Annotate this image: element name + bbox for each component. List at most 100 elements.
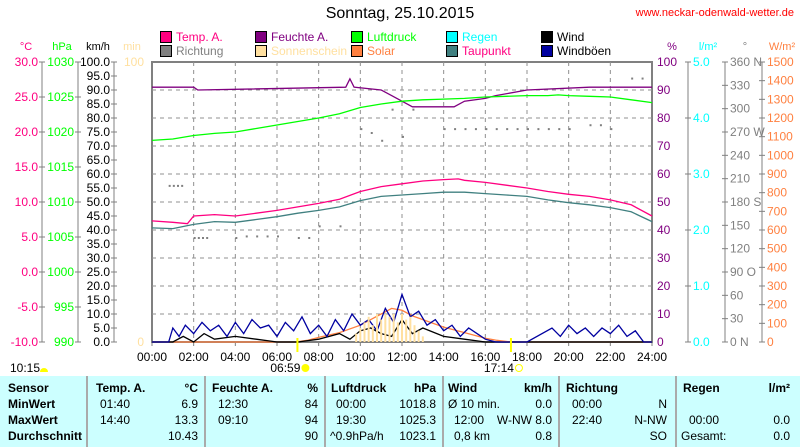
axis-tick-label: 0 [657,335,664,349]
hum-min: 84 [304,397,318,411]
legend-label: Richtung [176,44,224,58]
sunset-icon [514,364,523,372]
axis-tick-label: 80.0 [87,111,111,125]
direction-point [197,237,200,239]
axis-tick-label: 30.0 [87,251,111,265]
legend-swatch [255,45,267,57]
axis-tick-label: 30 [657,251,671,265]
axis-tick-label: 100 [657,55,677,69]
direction-point [641,77,644,80]
x-tick-label: 10:00 [345,350,375,364]
axis-tick-label: 20.0 [87,279,111,293]
series-luftdruck [151,94,653,142]
direction-point [172,184,175,187]
wind-head: Wind [448,381,478,395]
x-tick-label: 02:00 [179,350,209,364]
legend-swatch [541,31,553,43]
x-tick-label: 12:00 [387,350,417,364]
hum-avg: 90 [304,429,318,443]
legend-item: Windböen [541,44,611,58]
temp-avg: 10.43 [167,429,198,443]
legend-swatch [160,31,172,43]
axis-unit-label: % [667,41,677,53]
series-line [151,94,653,142]
x-tick-label: 04:00 [220,350,250,364]
axis-tick-label: 40.0 [87,223,111,237]
x-tick-label: 24:00 [637,350,667,364]
direction-point [181,184,184,187]
legend-item: Taupunkt [446,44,511,58]
axis-tick-label: 50 [657,195,671,209]
legend-item: Temp. A. [160,30,223,44]
axis-tick-label: 900 [767,167,787,181]
direction-point [256,235,259,238]
col-sensor: Sensor MinWert MaxWert Durchschnitt [0,376,88,447]
axis-tick-label: 1100 [767,130,793,144]
axis-tick-label: -10.0 [11,335,39,349]
col-dir: Richtung 00:00 N 22:40 N-NW SO [560,376,677,447]
row-label: MaxWert [8,413,58,427]
axis-tick-label: 10 [657,307,671,321]
hum-min-time: 12:30 [218,397,249,411]
axis-tick-label: 30.0 [15,55,39,69]
x-tick-label: 06:00 [262,350,292,364]
legend-swatch [351,45,363,57]
direction-point [474,128,477,131]
wind-max-time: 12:00 [454,413,485,427]
temp-max-time: 14:40 [100,413,131,427]
legend-swatch [255,31,267,43]
axis-tick-label: 60.0 [87,167,111,181]
legend-swatch [541,45,553,57]
direction-point [318,225,321,228]
sunset-time: 17:14 [484,361,514,375]
axis-tick-label: 20 [657,279,671,293]
direction-point [558,128,561,131]
direction-point [485,128,488,131]
col-rain: Regen l/m² 00:00 0.0 Gesamt: 0.0 [677,376,800,447]
axis-tick-label: 15.0 [87,293,111,307]
temp-max: 13.3 [174,413,198,427]
legend-item: Sonnenschein [255,44,347,58]
axis-tick-label: 4.0 [693,111,710,125]
axis-tick-label: 0 [137,335,144,349]
moon-time: 10:15 [10,361,40,375]
rain-head: Regen [683,381,720,395]
axis-tick-label: 1.0 [693,279,710,293]
axis-tick-label: 1500 [767,55,794,69]
axis-tick-label: 150 [730,218,750,232]
legend-swatch [446,45,458,57]
axis-tick-label: 500 [767,242,787,256]
series-wind [152,318,652,343]
press-avg: 1023.1 [399,429,436,443]
direction-point [360,128,363,131]
direction-point [516,128,519,131]
temp-min-time: 01:40 [100,397,131,411]
moon-icon [40,368,48,372]
sunrise-time: 06:59 [270,361,300,375]
legend-label: Temp. A. [176,30,223,44]
legend-label: Windböen [557,44,612,58]
wind-unit: km/h [523,381,552,395]
direction-point [589,124,592,127]
axis-tick-label: 0 [767,335,774,349]
direction-point [202,237,204,239]
axis-tick-label: 1015 [47,160,74,174]
weather-chart: 00:00 02:00 04:00 06:00 08:00 10:00 12:00 14:00… [10,41,795,375]
series-feuchte-a- [152,77,652,108]
row-label: Durchschnitt [8,429,83,443]
axis-tick-label: 700 [767,204,787,218]
col-hum: Feuchte A. % 12:30 84 09:10 94 90 [206,376,326,447]
site-url-link[interactable]: www.neckar-odenwald-wetter.de [635,7,794,19]
dir-min-time: 00:00 [572,397,603,411]
axis-tick-label: 90 O [730,265,756,279]
temp-min: 6.9 [181,397,198,411]
axis-tick-label: 25.0 [15,90,39,104]
direction-point [412,108,415,111]
axis-unit-label: min [123,41,141,53]
direction-point [370,132,373,134]
direction-point [495,128,498,131]
series-line [152,77,652,108]
press-min-time: 00:00 [336,397,367,411]
direction-point [177,184,179,187]
axis-tick-label: 200 [767,298,787,312]
